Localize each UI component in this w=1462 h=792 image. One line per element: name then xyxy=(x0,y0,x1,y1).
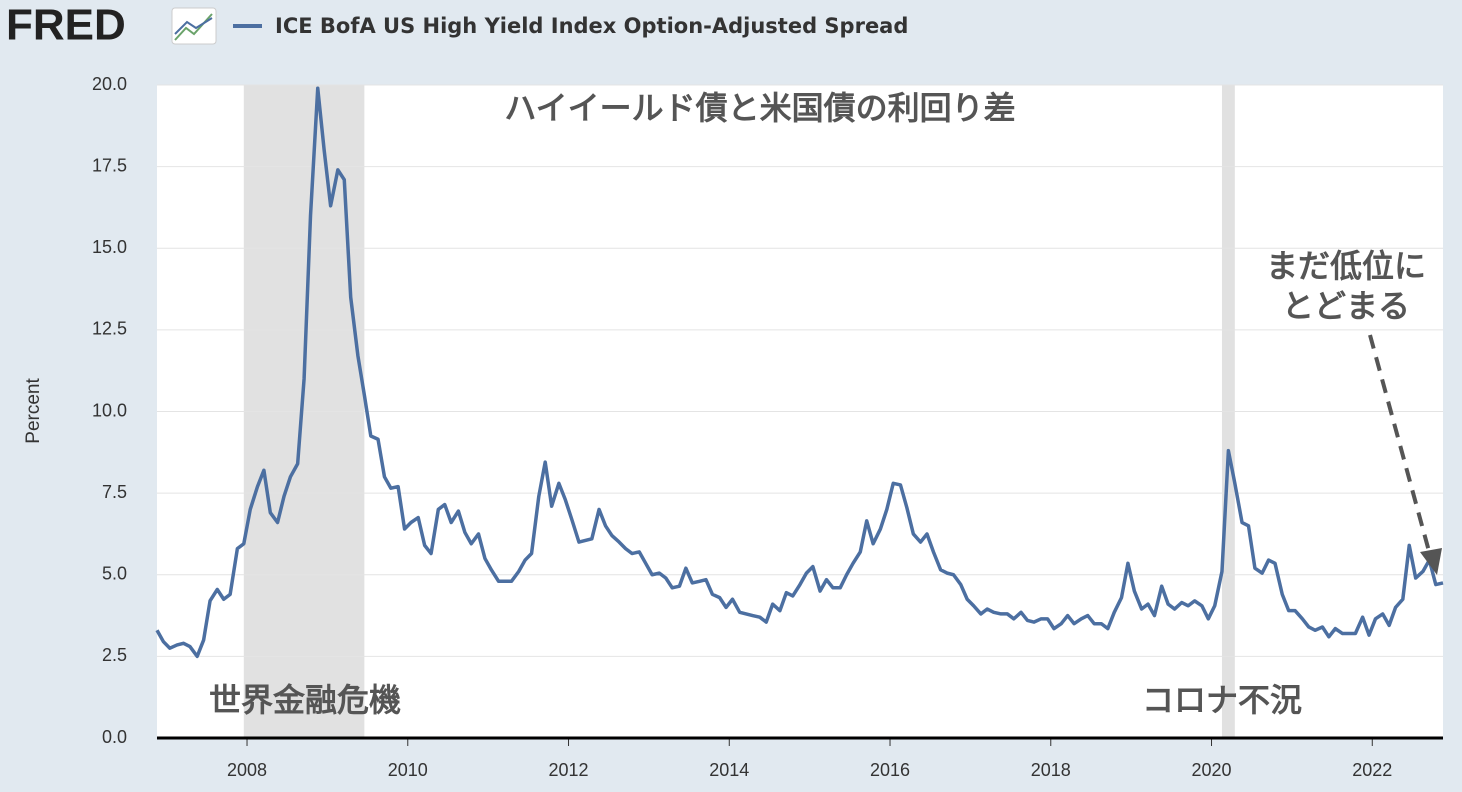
y-tick-label: 7.5 xyxy=(102,482,127,502)
y-axis-label: Percent xyxy=(23,378,44,444)
x-tick-label: 2012 xyxy=(548,760,588,780)
logo[interactable]: FRED xyxy=(6,1,126,50)
x-tick-label: 2008 xyxy=(227,760,267,780)
y-tick-label: 0.0 xyxy=(102,727,127,747)
y-tick-label: 12.5 xyxy=(92,319,127,339)
y-tick-label: 5.0 xyxy=(102,564,127,584)
arrow-head xyxy=(1420,548,1442,575)
annotation: ハイイールド債と米国債の利回り差 xyxy=(504,89,1015,127)
x-tick-label: 2022 xyxy=(1352,760,1392,780)
annotation: 世界金融危機 xyxy=(209,681,401,719)
logo-icon xyxy=(171,7,217,45)
annotation: とどまる xyxy=(1282,287,1410,325)
x-tick-label: 2020 xyxy=(1191,760,1231,780)
annotation-arrow xyxy=(1368,334,1432,556)
y-tick-label: 20.0 xyxy=(92,74,127,94)
y-tick-label: 15.0 xyxy=(92,237,127,257)
x-tick-label: 2014 xyxy=(709,760,749,780)
series-line xyxy=(155,86,1444,659)
x-tick-label: 2018 xyxy=(1031,760,1071,780)
y-tick-label: 2.5 xyxy=(102,645,127,665)
legend-label: ICE BofA US High Yield Index Option-Adju… xyxy=(275,14,908,38)
annotation: コロナ不況 xyxy=(1142,681,1302,719)
x-tick-label: 2010 xyxy=(388,760,428,780)
x-tick-label: 2016 xyxy=(870,760,910,780)
y-tick-label: 10.0 xyxy=(92,400,127,420)
y-tick-label: 17.5 xyxy=(92,155,127,175)
annotation: まだ低位に xyxy=(1266,247,1426,285)
